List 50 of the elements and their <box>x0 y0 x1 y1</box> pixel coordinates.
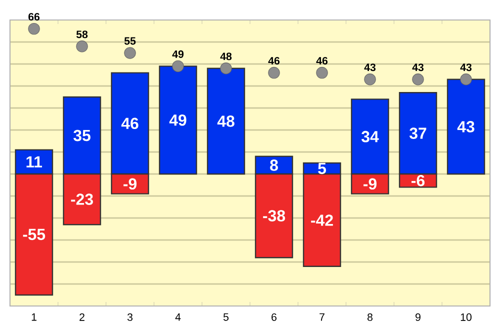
bar <box>446 78 486 175</box>
point <box>412 74 424 86</box>
data-label: 46 <box>121 118 138 130</box>
data-label: 49 <box>169 114 186 126</box>
point <box>268 66 280 79</box>
data-label: -38 <box>263 210 286 222</box>
point <box>364 74 376 86</box>
data-label: 43 <box>460 64 472 72</box>
x-tick-label: 7 <box>320 313 324 321</box>
x-tick-label: 9 <box>416 313 420 321</box>
data-label: 35 <box>73 130 90 142</box>
data-label: -23 <box>71 194 93 205</box>
x-tick-label: 2 <box>80 313 84 321</box>
data-label: 11 <box>26 156 42 168</box>
x-tick-label: 5 <box>223 313 229 321</box>
bar <box>158 66 198 175</box>
data-label: 46 <box>316 56 328 65</box>
bar <box>206 68 246 175</box>
data-label: 48 <box>217 116 234 127</box>
data-label: 66 <box>28 12 40 21</box>
data-label: 37 <box>409 128 426 139</box>
x-tick-label: 6 <box>272 313 276 321</box>
data-label: 49 <box>172 50 184 58</box>
data-label: -9 <box>364 178 377 190</box>
x-tick-label: 10 <box>460 313 472 321</box>
data-label: 55 <box>124 37 136 45</box>
data-label: 58 <box>76 30 88 38</box>
x-tick-label: 4 <box>175 313 181 321</box>
data-label: 34 <box>361 130 379 142</box>
data-label: -55 <box>23 228 46 240</box>
data-label: 48 <box>220 52 232 60</box>
point <box>124 47 136 59</box>
point <box>220 62 232 74</box>
x-tick-label: 1 <box>32 313 36 321</box>
x-tick-label: 3 <box>127 313 132 321</box>
data-label: -9 <box>124 178 137 190</box>
data-label: 8 <box>270 160 278 171</box>
point <box>316 66 328 79</box>
point <box>28 22 40 35</box>
data-label: 43 <box>364 64 376 72</box>
data-label: -42 <box>311 214 333 226</box>
point <box>172 60 184 72</box>
data-label: 43 <box>412 64 424 72</box>
x-tick-label: 8 <box>368 313 372 321</box>
point <box>76 40 88 52</box>
point <box>460 74 472 86</box>
data-label: 46 <box>268 56 280 65</box>
data-label: 5 <box>318 162 326 174</box>
data-label: -6 <box>412 174 425 186</box>
data-label: 43 <box>457 121 474 132</box>
